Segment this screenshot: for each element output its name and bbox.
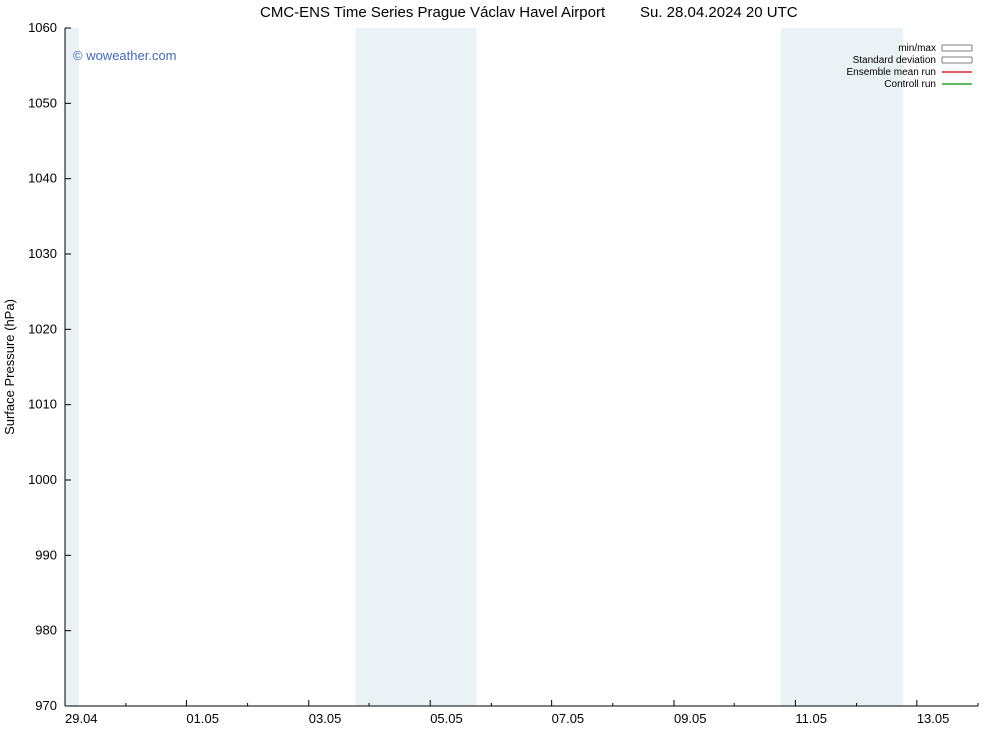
watermark: © woweather.com (73, 48, 177, 63)
legend-label: Standard deviation (853, 55, 936, 66)
y-tick-label: 970 (35, 698, 57, 713)
y-tick-label: 1040 (28, 171, 57, 186)
chart-title-right: Su. 28.04.2024 20 UTC (640, 4, 798, 21)
shaded-band (781, 28, 903, 706)
y-tick-label: 1010 (28, 397, 57, 412)
y-tick-label: 1060 (28, 20, 57, 35)
y-tick-label: 1020 (28, 321, 57, 336)
y-tick-label: 1050 (28, 95, 57, 110)
x-tick-label: 11.05 (795, 711, 827, 726)
legend-label: Controll run (884, 79, 936, 90)
chart-container: 970 980 990 1000 1010 1020 1030 1040 1050 1060 29.… (0, 0, 1000, 733)
shaded-band (355, 28, 476, 706)
x-tick-label: 09.05 (674, 711, 707, 726)
y-tick-label: 1030 (28, 246, 57, 261)
legend-label: Ensemble mean run (847, 67, 937, 78)
shaded-band (65, 28, 79, 706)
y-axis-label: Surface Pressure (hPa) (2, 299, 17, 435)
pressure-chart: 970 980 990 1000 1010 1020 1030 1040 1050 1060 29.… (0, 0, 1000, 733)
x-tick-label: 07.05 (552, 711, 585, 726)
chart-title-left: CMC-ENS Time Series Prague Václav Havel … (260, 4, 606, 21)
legend-label: min/max (898, 43, 936, 54)
x-tick-label: 01.05 (186, 711, 219, 726)
y-tick-label: 980 (35, 623, 57, 638)
x-tick-label: 29.04 (65, 711, 98, 726)
x-tick-label: 05.05 (430, 711, 463, 726)
y-tick-label: 1000 (28, 472, 57, 487)
y-tick-label: 990 (35, 547, 57, 562)
x-tick-label: 13.05 (917, 711, 950, 726)
x-tick-label: 03.05 (309, 711, 342, 726)
